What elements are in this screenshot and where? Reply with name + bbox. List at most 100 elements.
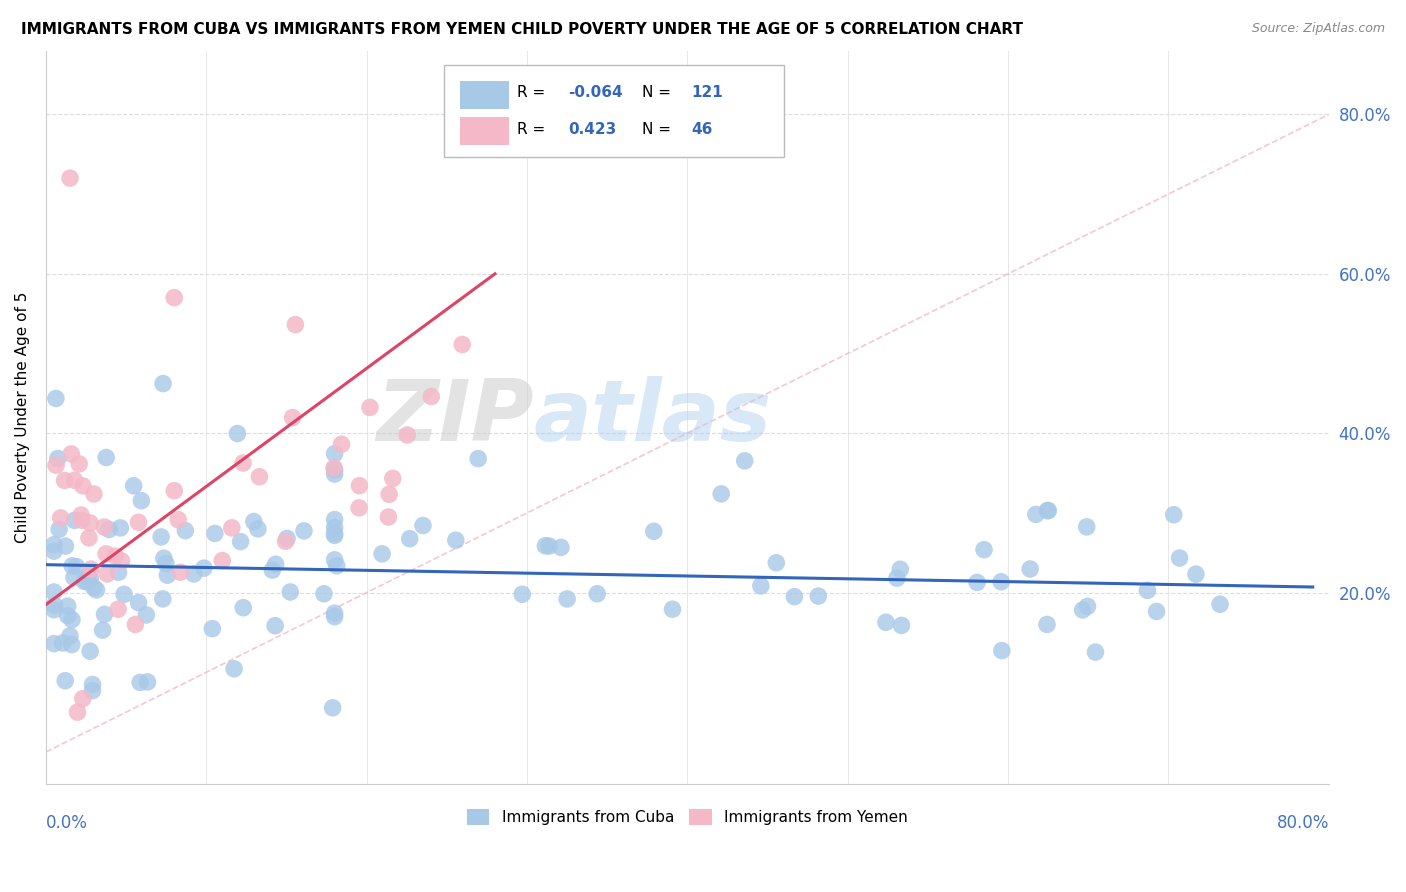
Legend: Immigrants from Cuba, Immigrants from Yemen: Immigrants from Cuba, Immigrants from Ye… — [460, 803, 914, 831]
Point — [83, 581, 105, 595]
Point — [262, 563, 284, 577]
Point — [46, 451, 69, 466]
Point — [73, 574, 96, 589]
Text: R =: R = — [517, 85, 550, 100]
Point — [643, 524, 665, 539]
Point — [53, 474, 76, 488]
Point — [890, 618, 912, 632]
Point — [349, 478, 371, 492]
Point — [807, 589, 830, 603]
Point — [201, 622, 224, 636]
Point — [156, 568, 179, 582]
Point — [65, 559, 87, 574]
Point — [1076, 599, 1098, 614]
Point — [53, 673, 76, 688]
Point — [1136, 583, 1159, 598]
Point — [226, 426, 249, 441]
Point — [72, 479, 94, 493]
Point — [45, 458, 67, 473]
Point — [70, 508, 93, 522]
Point — [45, 392, 67, 406]
Point — [991, 643, 1014, 657]
Point — [330, 437, 353, 451]
Point — [63, 570, 86, 584]
Point — [63, 473, 86, 487]
Text: -0.064: -0.064 — [568, 85, 623, 100]
Point — [42, 538, 65, 552]
Point — [323, 520, 346, 534]
FancyBboxPatch shape — [444, 65, 783, 157]
Point — [323, 512, 346, 526]
Point — [278, 585, 301, 599]
Point — [221, 521, 243, 535]
FancyBboxPatch shape — [460, 118, 509, 145]
Point — [990, 574, 1012, 589]
Text: R =: R = — [517, 121, 550, 136]
Point — [243, 515, 266, 529]
Point — [94, 547, 117, 561]
Y-axis label: Child Poverty Under the Age of 5: Child Poverty Under the Age of 5 — [15, 292, 30, 543]
Point — [966, 575, 988, 590]
Point — [292, 524, 315, 538]
Text: 0.423: 0.423 — [568, 121, 616, 136]
Point — [55, 539, 77, 553]
Point — [710, 487, 733, 501]
Point — [661, 602, 683, 616]
Point — [1025, 508, 1047, 522]
Point — [1076, 520, 1098, 534]
Point — [52, 636, 75, 650]
Point — [377, 510, 399, 524]
Point — [323, 467, 346, 481]
Point — [110, 554, 132, 568]
Point — [222, 662, 245, 676]
Point — [128, 596, 150, 610]
Point — [82, 683, 104, 698]
Point — [765, 556, 787, 570]
Point — [129, 675, 152, 690]
Point — [80, 562, 103, 576]
Point — [42, 585, 65, 599]
Point — [1071, 603, 1094, 617]
Point — [211, 553, 233, 567]
Point — [107, 602, 129, 616]
Point — [86, 582, 108, 597]
Point — [42, 603, 65, 617]
Text: IMMIGRANTS FROM CUBA VS IMMIGRANTS FROM YEMEN CHILD POVERTY UNDER THE AGE OF 5 C: IMMIGRANTS FROM CUBA VS IMMIGRANTS FROM … — [21, 22, 1024, 37]
Point — [325, 558, 347, 573]
Point — [67, 457, 90, 471]
Point — [169, 565, 191, 579]
Point — [96, 566, 118, 581]
Point — [783, 590, 806, 604]
Point — [60, 638, 83, 652]
Point — [76, 574, 98, 589]
Point — [281, 410, 304, 425]
Point — [246, 522, 269, 536]
Point — [378, 487, 401, 501]
Point — [586, 587, 609, 601]
Point — [79, 516, 101, 530]
Point — [82, 677, 104, 691]
Point — [72, 691, 94, 706]
Point — [122, 479, 145, 493]
Point — [136, 675, 159, 690]
Point — [48, 522, 70, 536]
Point — [56, 608, 79, 623]
Point — [70, 513, 93, 527]
Point — [284, 318, 307, 332]
Point — [77, 568, 100, 582]
Point — [889, 562, 911, 576]
Point — [163, 291, 186, 305]
Text: 121: 121 — [692, 85, 723, 100]
Point — [1168, 551, 1191, 566]
Point — [323, 553, 346, 567]
Text: ZIP: ZIP — [375, 376, 533, 458]
Point — [274, 534, 297, 549]
Point — [371, 547, 394, 561]
Point — [1163, 508, 1185, 522]
Point — [420, 390, 443, 404]
Point — [312, 587, 335, 601]
Point — [1209, 597, 1232, 611]
Point — [155, 557, 177, 571]
Point — [112, 587, 135, 601]
Point — [323, 528, 346, 542]
